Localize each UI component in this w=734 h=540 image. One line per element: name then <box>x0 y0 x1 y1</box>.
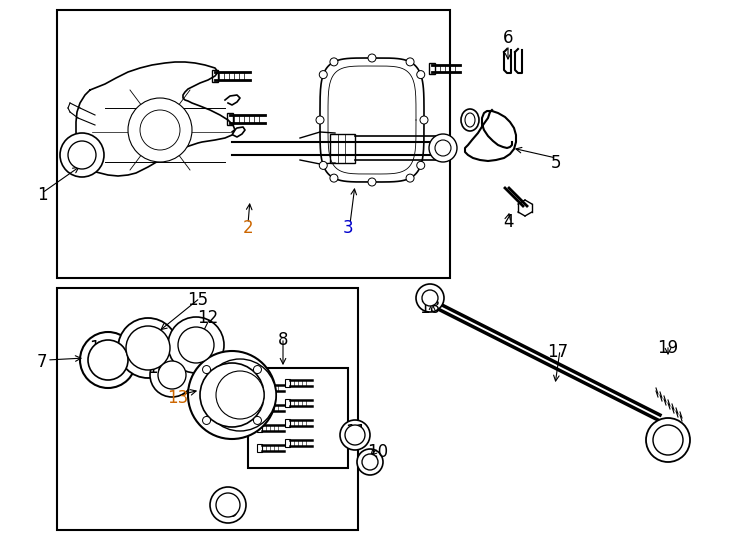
Ellipse shape <box>461 109 479 131</box>
Bar <box>57 10 450 278</box>
Circle shape <box>88 340 128 380</box>
Circle shape <box>210 487 246 523</box>
Circle shape <box>216 371 264 419</box>
Circle shape <box>362 454 378 470</box>
Bar <box>330 134 355 163</box>
Text: 4: 4 <box>503 213 513 231</box>
Text: 11: 11 <box>346 423 366 441</box>
Text: 12: 12 <box>197 309 219 327</box>
Circle shape <box>316 116 324 124</box>
Circle shape <box>168 317 224 373</box>
Text: 10: 10 <box>368 443 388 461</box>
Circle shape <box>340 420 370 450</box>
Bar <box>248 368 348 468</box>
Circle shape <box>150 353 194 397</box>
Text: 18: 18 <box>419 299 440 317</box>
Text: 15: 15 <box>187 291 208 309</box>
Text: 1: 1 <box>37 186 47 204</box>
Circle shape <box>406 174 414 182</box>
Circle shape <box>653 425 683 455</box>
Circle shape <box>319 161 327 170</box>
Circle shape <box>330 58 338 66</box>
Text: 19: 19 <box>658 339 678 357</box>
Circle shape <box>188 351 276 439</box>
Bar <box>285 439 290 447</box>
Text: 3: 3 <box>343 219 353 237</box>
Bar <box>257 404 262 412</box>
Bar <box>285 399 290 407</box>
Circle shape <box>203 416 211 424</box>
Circle shape <box>417 71 425 79</box>
Circle shape <box>200 363 264 427</box>
Circle shape <box>416 284 444 312</box>
Circle shape <box>422 290 438 306</box>
Circle shape <box>345 425 365 445</box>
Text: 6: 6 <box>503 29 513 47</box>
Circle shape <box>253 366 261 374</box>
Bar <box>57 288 358 530</box>
Bar <box>257 444 262 452</box>
Circle shape <box>178 327 214 363</box>
Text: 9: 9 <box>228 503 239 521</box>
Circle shape <box>429 134 457 162</box>
Text: 7: 7 <box>37 353 47 371</box>
Bar <box>212 70 218 82</box>
Circle shape <box>417 161 425 170</box>
Circle shape <box>646 418 690 462</box>
Text: 17: 17 <box>548 343 569 361</box>
Circle shape <box>406 58 414 66</box>
Bar <box>227 113 233 125</box>
Circle shape <box>357 449 383 475</box>
Circle shape <box>80 332 136 388</box>
Circle shape <box>420 116 428 124</box>
Circle shape <box>158 361 186 389</box>
Circle shape <box>435 140 451 156</box>
Circle shape <box>368 178 376 186</box>
Bar <box>429 63 435 74</box>
Bar <box>257 424 262 432</box>
Circle shape <box>128 98 192 162</box>
Text: 5: 5 <box>550 154 562 172</box>
Circle shape <box>319 71 327 79</box>
Ellipse shape <box>465 113 475 127</box>
Circle shape <box>368 54 376 62</box>
Circle shape <box>126 326 170 370</box>
Circle shape <box>60 133 104 177</box>
Bar <box>257 384 262 392</box>
Text: 14: 14 <box>148 359 169 377</box>
Circle shape <box>118 318 178 378</box>
Text: 8: 8 <box>277 331 288 349</box>
Circle shape <box>140 110 180 150</box>
Circle shape <box>658 430 678 450</box>
Text: 2: 2 <box>243 219 253 237</box>
Bar <box>285 419 290 427</box>
Circle shape <box>204 359 276 431</box>
Circle shape <box>253 416 261 424</box>
Circle shape <box>68 141 96 169</box>
Bar <box>285 379 290 387</box>
Text: 13: 13 <box>167 389 189 407</box>
Circle shape <box>216 493 240 517</box>
Circle shape <box>330 174 338 182</box>
Circle shape <box>203 366 211 374</box>
Text: 16: 16 <box>90 339 111 357</box>
